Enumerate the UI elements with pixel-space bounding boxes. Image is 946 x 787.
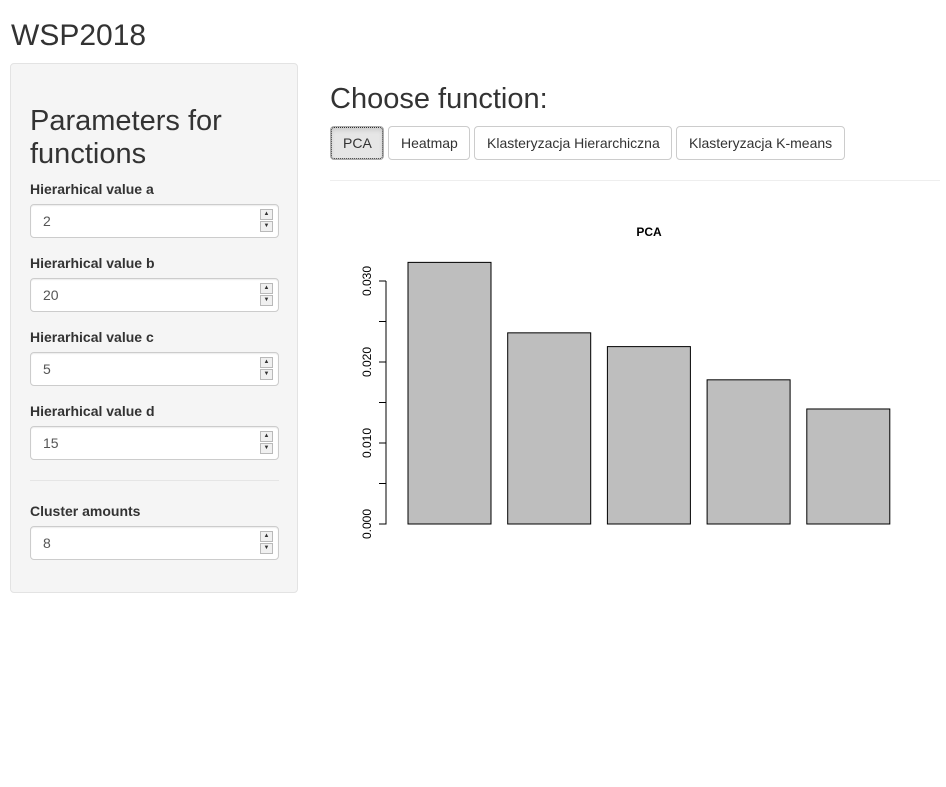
hierarchical-d-value: 15	[43, 435, 59, 451]
app-title: WSP2018	[11, 19, 147, 52]
y-tick-label: 0.030	[360, 266, 374, 296]
hierarchical-b-value: 20	[43, 287, 59, 303]
hierarchical-c-label: Hierarhical value c	[30, 329, 154, 345]
hierarchical-d-input[interactable]: 15 ▲ ▼	[30, 426, 279, 460]
cluster-amounts-value: 8	[43, 535, 51, 551]
hierarchical-c-spinner: ▲ ▼	[260, 357, 273, 381]
tab-pca[interactable]: PCA	[330, 126, 384, 160]
hierarchical-d-label: Hierarhical value d	[30, 403, 155, 419]
chart-title: PCA	[636, 225, 662, 239]
hierarchical-d-spinner: ▲ ▼	[260, 431, 273, 455]
spin-down-icon[interactable]: ▼	[260, 543, 273, 554]
hierarchical-c-value: 5	[43, 361, 51, 377]
pca-bar	[706, 379, 791, 525]
hierarchical-b-label: Hierarhical value b	[30, 255, 155, 271]
y-tick-label: 0.010	[360, 428, 374, 458]
hierarchical-c-input[interactable]: 5 ▲ ▼	[30, 352, 279, 386]
parameters-panel: Parameters for functions Hierarhical val…	[10, 63, 298, 593]
pca-plot: PCA 0.000 0.010 0.020 0.030	[330, 200, 940, 560]
spin-down-icon[interactable]: ▼	[260, 369, 273, 380]
spin-down-icon[interactable]: ▼	[260, 295, 273, 306]
tab-klasteryzacja-kmeans[interactable]: Klasteryzacja K-means	[676, 126, 845, 160]
cluster-amounts-label: Cluster amounts	[30, 503, 141, 519]
hierarchical-a-value: 2	[43, 213, 51, 229]
spin-up-icon[interactable]: ▲	[260, 209, 273, 220]
y-tick-label: 0.000	[360, 509, 374, 539]
spin-down-icon[interactable]: ▼	[260, 221, 273, 232]
spin-up-icon[interactable]: ▲	[260, 357, 273, 368]
tab-klasteryzacja-hierarchiczna[interactable]: Klasteryzacja Hierarchiczna	[474, 126, 672, 160]
spin-down-icon[interactable]: ▼	[260, 443, 273, 454]
pca-bar-chart: PCA 0.000 0.010 0.020 0.030	[360, 225, 891, 539]
hierarchical-a-label: Hierarhical value a	[30, 181, 154, 197]
hierarchical-b-spinner: ▲ ▼	[260, 283, 273, 307]
cluster-amounts-spinner: ▲ ▼	[260, 531, 273, 555]
hierarchical-b-input[interactable]: 20 ▲ ▼	[30, 278, 279, 312]
parameters-heading: Parameters for functions	[30, 105, 222, 170]
spin-up-icon[interactable]: ▲	[260, 531, 273, 542]
spin-up-icon[interactable]: ▲	[260, 431, 273, 442]
hierarchical-a-spinner: ▲ ▼	[260, 209, 273, 233]
y-tick-label: 0.020	[360, 347, 374, 377]
cluster-amounts-input[interactable]: 8 ▲ ▼	[30, 526, 279, 560]
sidebar-divider	[30, 480, 279, 481]
pca-bar	[507, 332, 592, 525]
pca-bar	[806, 408, 891, 525]
tabs-divider	[330, 180, 940, 181]
pca-bar	[407, 261, 492, 525]
pca-bar	[606, 346, 691, 525]
choose-function-heading: Choose function:	[330, 83, 548, 115]
hierarchical-a-input[interactable]: 2 ▲ ▼	[30, 204, 279, 238]
spin-up-icon[interactable]: ▲	[260, 283, 273, 294]
tab-heatmap[interactable]: Heatmap	[388, 126, 470, 160]
